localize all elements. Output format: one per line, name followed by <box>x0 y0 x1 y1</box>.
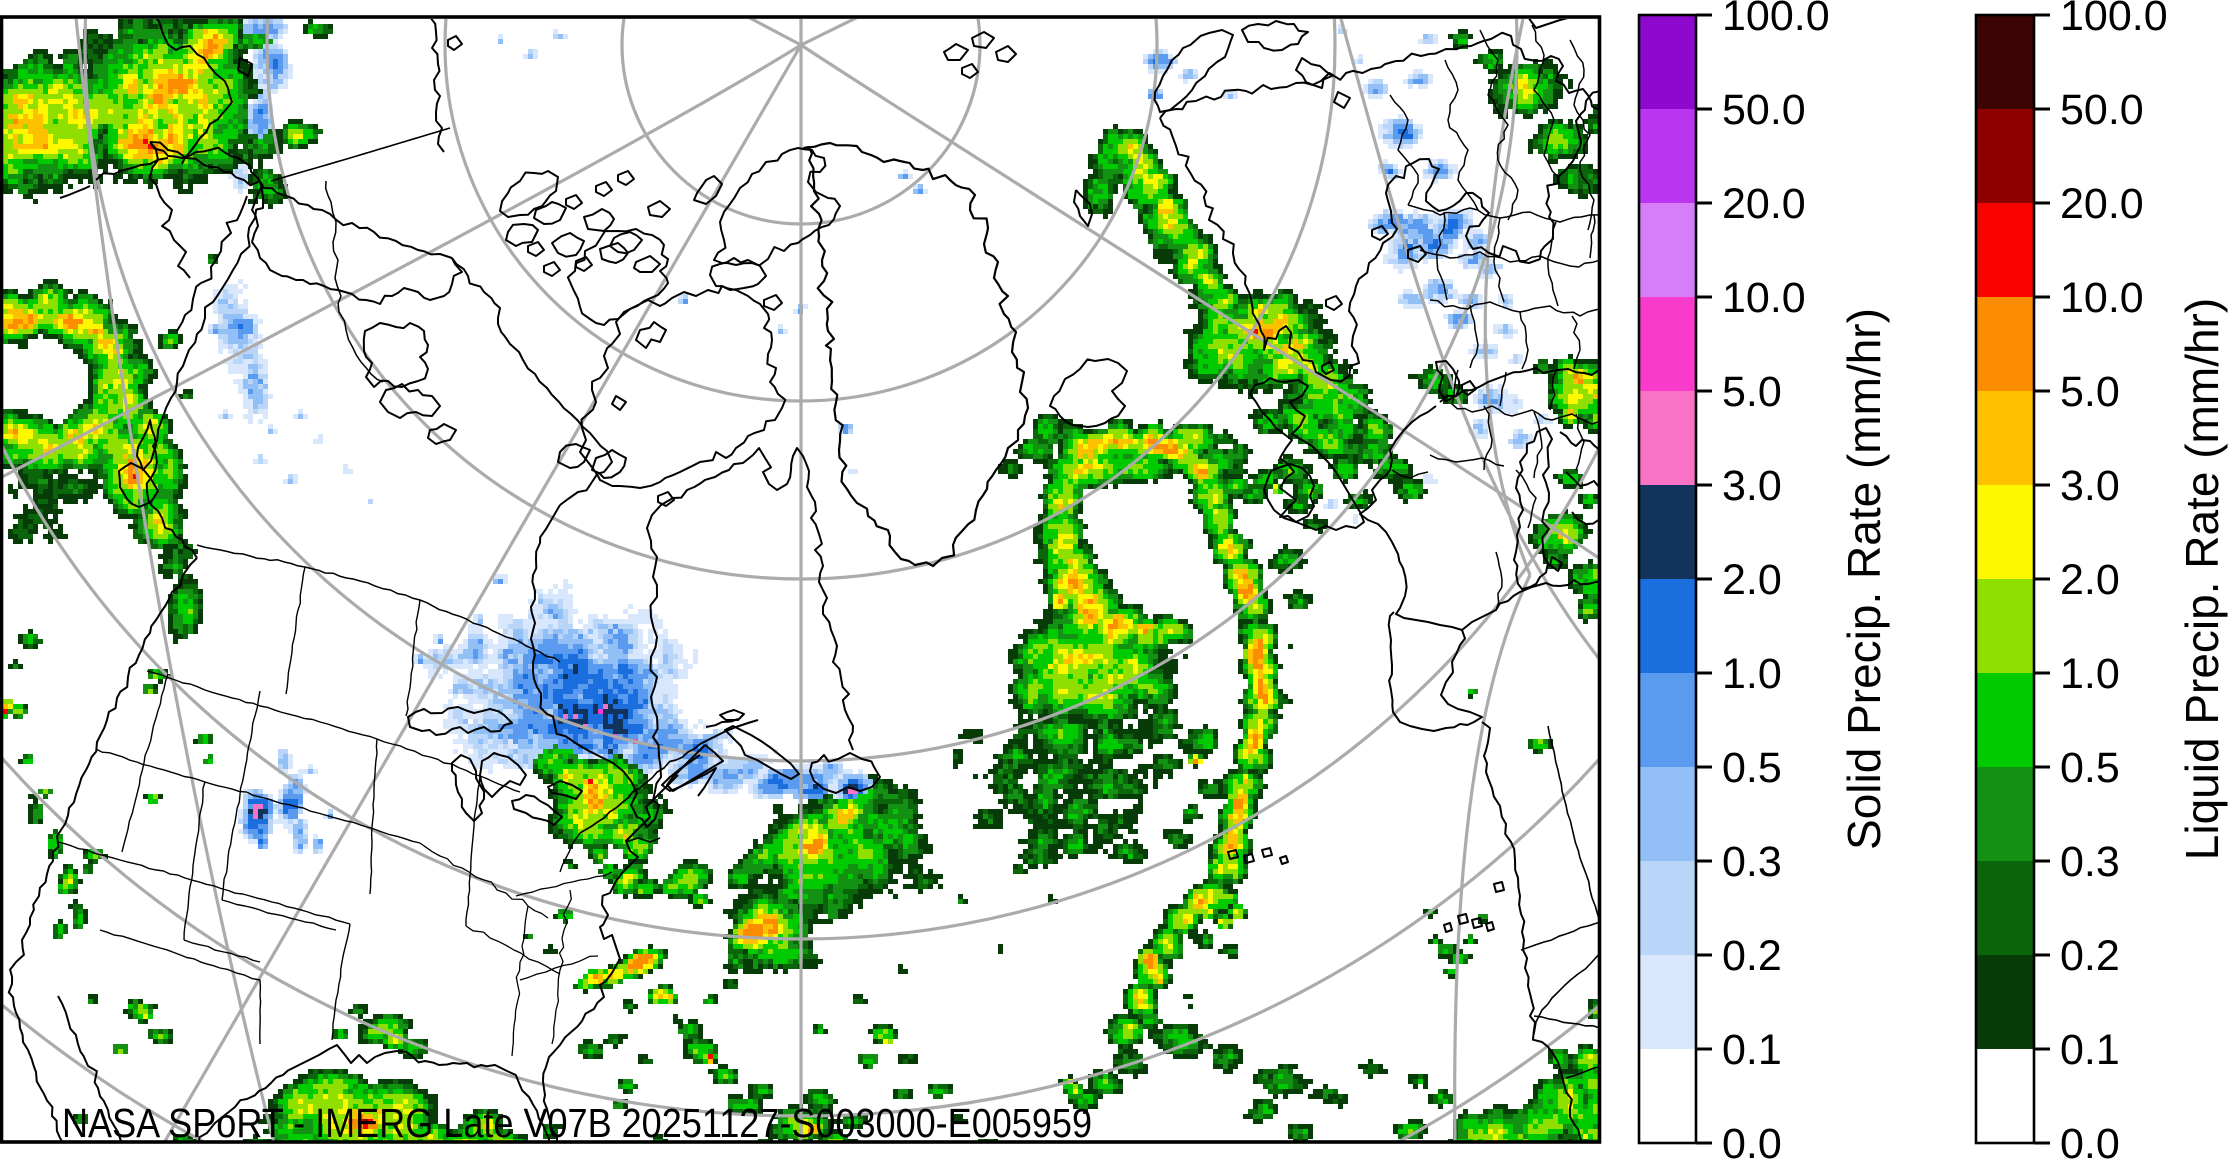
svg-text:20.0: 20.0 <box>1722 180 1806 228</box>
svg-text:NASA SPoRT - IMERG Late V07B 2: NASA SPoRT - IMERG Late V07B 20251127-S0… <box>62 1100 1092 1146</box>
svg-text:2.0: 2.0 <box>2060 556 2120 604</box>
svg-text:Solid Precip. Rate (mm/hr): Solid Precip. Rate (mm/hr) <box>1838 308 1890 850</box>
svg-text:5.0: 5.0 <box>1722 368 1782 416</box>
svg-text:0.2: 0.2 <box>1722 932 1782 980</box>
svg-text:0.2: 0.2 <box>2060 932 2120 980</box>
svg-text:10.0: 10.0 <box>1722 274 1806 322</box>
svg-text:100.0: 100.0 <box>1722 0 1830 40</box>
svg-text:5.0: 5.0 <box>2060 368 2120 416</box>
svg-text:0.5: 0.5 <box>2060 744 2120 792</box>
svg-text:50.0: 50.0 <box>1722 86 1806 134</box>
svg-text:0.0: 0.0 <box>1722 1120 1782 1167</box>
svg-text:0.0: 0.0 <box>2060 1120 2120 1167</box>
svg-text:0.1: 0.1 <box>1722 1026 1782 1074</box>
svg-text:0.1: 0.1 <box>2060 1026 2120 1074</box>
svg-text:0.3: 0.3 <box>1722 838 1782 886</box>
svg-text:10.0: 10.0 <box>2060 274 2144 322</box>
svg-text:1.0: 1.0 <box>1722 650 1782 698</box>
svg-text:2.0: 2.0 <box>1722 556 1782 604</box>
svg-text:20.0: 20.0 <box>2060 180 2144 228</box>
svg-text:50.0: 50.0 <box>2060 86 2144 134</box>
svg-text:3.0: 3.0 <box>1722 462 1782 510</box>
svg-text:1.0: 1.0 <box>2060 650 2120 698</box>
svg-text:0.3: 0.3 <box>2060 838 2120 886</box>
svg-text:Liquid Precip. Rate (mm/hr): Liquid Precip. Rate (mm/hr) <box>2176 298 2228 860</box>
svg-text:0.5: 0.5 <box>1722 744 1782 792</box>
svg-text:100.0: 100.0 <box>2060 0 2168 40</box>
svg-text:3.0: 3.0 <box>2060 462 2120 510</box>
